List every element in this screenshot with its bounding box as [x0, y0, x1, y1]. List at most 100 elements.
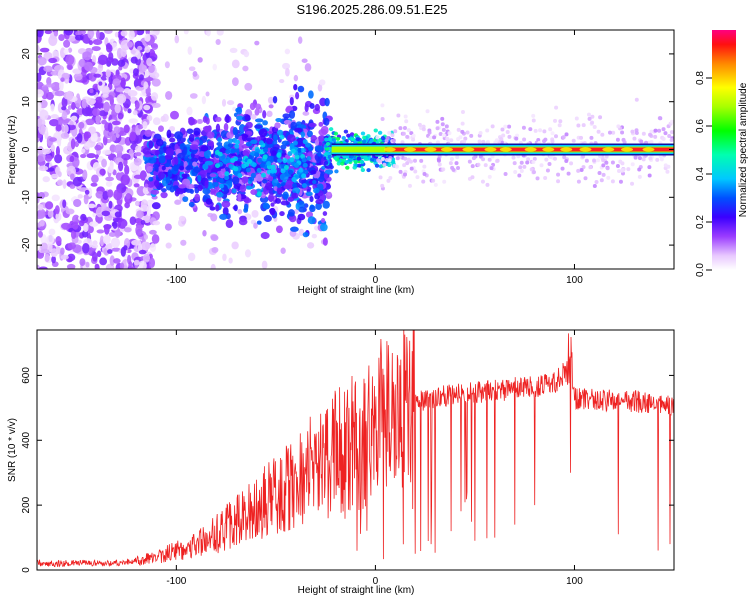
- spectrogram-ytick-label: 20: [21, 48, 32, 60]
- colorbar: 0.0 0.2 0.4 0.6 0.8 Normalized spectral ampl…: [695, 30, 749, 277]
- spectrogram-cell: [117, 161, 124, 172]
- spectrogram-cell: [210, 234, 219, 241]
- spectrogram-cell: [542, 147, 555, 152]
- spectrogram-cell: [44, 30, 53, 35]
- spectrogram-cell: [471, 156, 476, 161]
- spectrogram-cell: [560, 166, 565, 171]
- spectrogram-cell: [119, 262, 125, 269]
- spectrogram-cell: [86, 153, 96, 159]
- spectrogram-cell: [72, 176, 83, 187]
- spectrogram-cell: [301, 157, 307, 163]
- spectrogram-cell: [359, 159, 365, 164]
- spectrogram-cell: [75, 31, 83, 36]
- spectrogram-cell: [133, 174, 144, 180]
- spectrogram-cell: [148, 64, 155, 74]
- spectrogram-cell: [106, 44, 113, 53]
- spectrogram-cell: [383, 147, 396, 152]
- spectrogram-cell: [526, 157, 531, 162]
- spectrogram-cell: [634, 128, 639, 133]
- spectrogram-cell: [258, 140, 264, 146]
- spectrogram-cell: [589, 135, 594, 140]
- spectrogram-cell: [236, 115, 244, 121]
- spectrogram-cell: [297, 85, 305, 93]
- spectrogram-cell: [262, 202, 270, 210]
- spectrogram-cell: [657, 116, 662, 121]
- spectrogram-cell: [174, 131, 184, 140]
- spectrogram-cell: [507, 124, 512, 129]
- spectrogram-cell: [224, 175, 230, 181]
- spectrogram-cell: [231, 59, 240, 69]
- spectrogram-cell: [407, 183, 412, 188]
- spectrogram-cell: [110, 237, 121, 248]
- spectrogram-cell: [148, 140, 154, 149]
- spectrogram-cell: [199, 170, 209, 175]
- spectrogram-cell: [280, 168, 286, 174]
- spectrogram-cell: [417, 122, 422, 127]
- spectrogram-cell: [377, 130, 383, 135]
- spectrogram-cell: [157, 171, 166, 180]
- spectrogram-cell: [131, 239, 142, 246]
- spectrogram-cell: [152, 117, 161, 126]
- spectrogram-cell: [387, 163, 392, 168]
- spectrogram-cell: [283, 184, 293, 190]
- spectrogram-cell: [465, 130, 470, 135]
- spectrogram-cell: [322, 211, 328, 216]
- spectrogram-cell: [271, 150, 277, 156]
- spectrogram-cell: [590, 114, 595, 119]
- spectrogram-cell: [275, 117, 283, 123]
- spectrogram-cell: [254, 152, 260, 158]
- spectrogram-heatmap: [37, 30, 674, 269]
- spectrogram-cell: [344, 159, 350, 164]
- spectrogram-cell: [507, 134, 512, 139]
- spectrogram-cell: [328, 127, 334, 132]
- spectrogram-xlabel: Height of straight line (km): [298, 285, 415, 296]
- spectrogram-cell: [133, 158, 142, 166]
- spectrogram-cell: [301, 173, 307, 179]
- spectrogram-cell: [290, 121, 297, 130]
- spectrogram-cell: [150, 189, 160, 195]
- spectrogram-cell: [142, 121, 148, 130]
- spectrogram-cell: [421, 179, 426, 184]
- spectrogram-cell: [256, 167, 262, 173]
- spectrogram-cell: [462, 139, 467, 144]
- spectrogram-cell: [59, 80, 64, 91]
- spectrogram-cell: [138, 74, 144, 81]
- spectrogram-cell: [99, 168, 106, 176]
- spectrogram-cell: [113, 258, 121, 264]
- spectrogram-cell: [215, 163, 221, 169]
- spectrogram-cell: [353, 159, 359, 164]
- spectrogram-cell: [294, 154, 300, 160]
- snr-xtick-label: 100: [566, 576, 583, 587]
- spectrogram-cell: [152, 163, 159, 169]
- spectrogram-cell: [50, 144, 55, 152]
- spectrogram-cell: [84, 61, 94, 72]
- spectrogram-cell: [54, 154, 63, 164]
- spectrogram-cell: [310, 170, 317, 175]
- spectrogram-cell: [244, 161, 250, 167]
- spectrogram-cell: [50, 114, 59, 119]
- spectrogram-cell: [188, 133, 195, 142]
- spectrogram-cell: [37, 208, 46, 219]
- spectrogram-cell: [476, 162, 481, 167]
- snr-ytick-label: 400: [21, 431, 32, 448]
- spectrogram-cell: [64, 30, 74, 36]
- spectrogram-cell: [564, 158, 569, 163]
- spectrogram-cell: [196, 119, 203, 124]
- spectrogram-cell: [413, 158, 418, 163]
- spectrogram-cell: [289, 110, 296, 119]
- spectrogram-cell: [261, 260, 268, 269]
- spectrogram-cell: [65, 54, 75, 66]
- spectrogram-cell: [324, 160, 329, 165]
- spectrogram-cell: [137, 45, 143, 51]
- spectrogram-cell: [611, 130, 616, 135]
- spectrogram-cell: [610, 160, 615, 165]
- spectrogram-cell: [361, 139, 367, 144]
- spectrogram-cell: [262, 154, 268, 160]
- spectrogram-cell: [324, 137, 329, 142]
- spectrogram-cell: [350, 137, 356, 142]
- spectrogram-cell: [143, 215, 151, 223]
- spectrogram-cell: [138, 260, 147, 269]
- spectrogram-cell: [485, 128, 490, 133]
- spectrogram-cell: [111, 247, 121, 252]
- spectrogram-cell: [101, 158, 107, 168]
